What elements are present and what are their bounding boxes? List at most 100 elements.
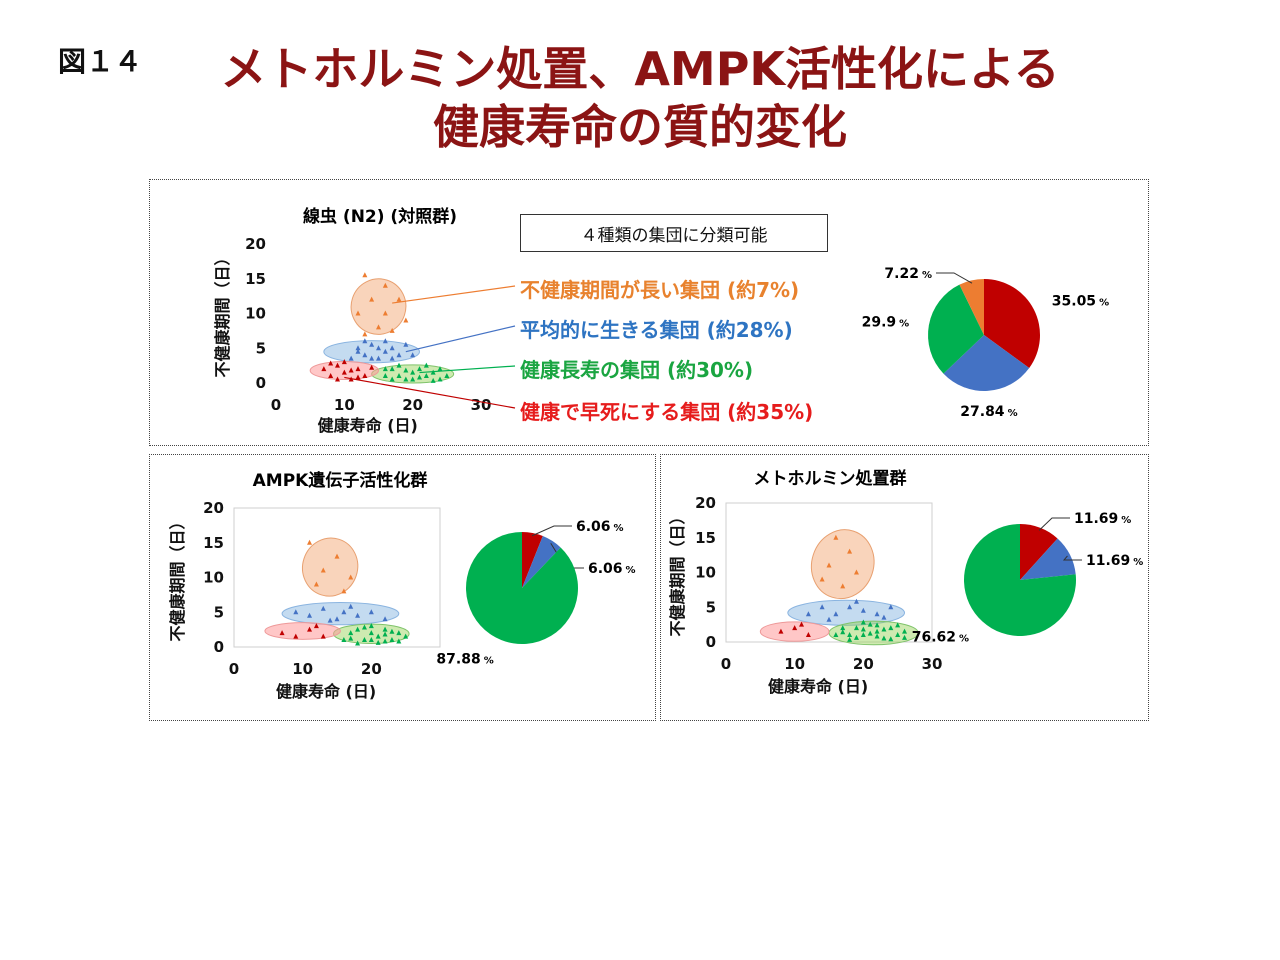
pie-slice-blue bbox=[943, 335, 1030, 392]
data-point bbox=[396, 296, 402, 302]
data-point bbox=[320, 633, 326, 639]
pie-value-label: 87.88% bbox=[436, 652, 493, 668]
data-point bbox=[437, 366, 443, 372]
y-axis-label: 不健康期間（日） bbox=[168, 513, 187, 641]
y-tick-label: 10 bbox=[203, 569, 224, 587]
scatter-title-1: AMPK遺伝子活性化群 bbox=[253, 470, 428, 491]
y-tick-label: 15 bbox=[245, 270, 266, 288]
data-point bbox=[888, 625, 894, 631]
cluster-count-box: ４種類の集団に分類可能 bbox=[520, 214, 828, 252]
data-point bbox=[341, 588, 347, 594]
data-point bbox=[361, 637, 367, 643]
data-point bbox=[382, 282, 388, 288]
data-point bbox=[805, 632, 811, 638]
pie-value-label: 76.62% bbox=[912, 629, 969, 645]
panel-metformin bbox=[660, 454, 1149, 721]
data-point bbox=[430, 377, 436, 383]
data-point bbox=[362, 352, 368, 358]
pie-slice-green bbox=[927, 284, 984, 374]
data-point bbox=[382, 310, 388, 316]
data-point bbox=[819, 576, 825, 582]
data-point bbox=[382, 366, 388, 372]
data-point bbox=[368, 609, 374, 615]
data-point bbox=[874, 633, 880, 639]
data-point bbox=[867, 630, 873, 636]
x-tick-label: 0 bbox=[271, 396, 281, 414]
figure-label: 図１４ bbox=[58, 45, 143, 78]
pie-leader-line bbox=[936, 272, 973, 284]
data-point bbox=[874, 611, 880, 617]
data-point bbox=[389, 637, 395, 643]
data-point bbox=[382, 338, 388, 344]
data-point bbox=[361, 624, 367, 630]
data-point bbox=[389, 366, 395, 372]
x-tick-label: 30 bbox=[471, 396, 492, 414]
pie-leader-line bbox=[1038, 517, 1070, 531]
data-point bbox=[307, 539, 313, 545]
pie-unit: % bbox=[899, 319, 909, 330]
cluster-ellipse-orange bbox=[350, 278, 407, 335]
data-point bbox=[833, 611, 839, 617]
x-tick-label: 20 bbox=[853, 655, 874, 673]
data-point bbox=[423, 362, 429, 368]
data-point bbox=[348, 603, 354, 609]
pie-unit: % bbox=[1008, 408, 1018, 419]
data-point bbox=[840, 625, 846, 631]
data-point bbox=[860, 619, 866, 625]
data-point bbox=[881, 614, 887, 620]
data-point bbox=[382, 631, 388, 637]
data-point bbox=[389, 345, 395, 351]
pie-unit: % bbox=[1099, 298, 1109, 309]
data-point bbox=[334, 616, 340, 622]
data-point bbox=[375, 633, 381, 639]
data-point bbox=[382, 348, 388, 354]
data-point bbox=[355, 348, 361, 354]
pie-value-label: 35.05% bbox=[1052, 294, 1109, 310]
data-point bbox=[355, 626, 361, 632]
data-point bbox=[279, 630, 285, 636]
y-tick-label: 0 bbox=[214, 638, 224, 656]
data-point bbox=[423, 373, 429, 379]
data-point bbox=[396, 373, 402, 379]
x-tick-label: 20 bbox=[361, 660, 382, 678]
data-point bbox=[348, 630, 354, 636]
pie-unit: % bbox=[626, 565, 636, 576]
data-point bbox=[847, 604, 853, 610]
data-point bbox=[895, 622, 901, 628]
pie-value-label: 29.9% bbox=[862, 315, 910, 331]
data-point bbox=[833, 632, 839, 638]
data-point bbox=[860, 607, 866, 613]
pie-value-label: 11.69% bbox=[1086, 553, 1143, 569]
x-tick-label: 10 bbox=[334, 396, 355, 414]
pie-unit: % bbox=[1121, 515, 1131, 526]
data-point bbox=[874, 628, 880, 634]
data-point bbox=[819, 604, 825, 610]
group-label-healthy-early-death: 健康で早死にする集団 (約35%) bbox=[520, 400, 814, 424]
pie-unit: % bbox=[959, 633, 969, 644]
data-point bbox=[376, 345, 381, 351]
data-point bbox=[321, 366, 327, 372]
cluster-ellipse-blue bbox=[323, 340, 420, 364]
data-point bbox=[368, 630, 374, 636]
x-axis-label: 健康寿命 (日) bbox=[318, 416, 418, 435]
y-tick-label: 0 bbox=[256, 374, 266, 392]
x-tick-label: 20 bbox=[402, 396, 423, 414]
data-point bbox=[334, 553, 340, 559]
group-connector-line bbox=[419, 365, 516, 374]
data-point bbox=[403, 367, 409, 373]
data-point bbox=[437, 376, 443, 382]
x-tick-label: 0 bbox=[229, 660, 239, 678]
data-point bbox=[389, 327, 395, 333]
pie-slice-green bbox=[964, 524, 1077, 637]
y-tick-label: 0 bbox=[706, 633, 716, 651]
data-point bbox=[313, 623, 319, 629]
data-point bbox=[328, 373, 334, 379]
data-point bbox=[355, 310, 361, 316]
data-point bbox=[382, 626, 388, 632]
data-point bbox=[853, 634, 859, 640]
pie-slice-green bbox=[466, 532, 578, 644]
data-point bbox=[362, 373, 368, 379]
pie-value-label: 6.06% bbox=[588, 561, 636, 577]
data-point bbox=[335, 362, 340, 368]
